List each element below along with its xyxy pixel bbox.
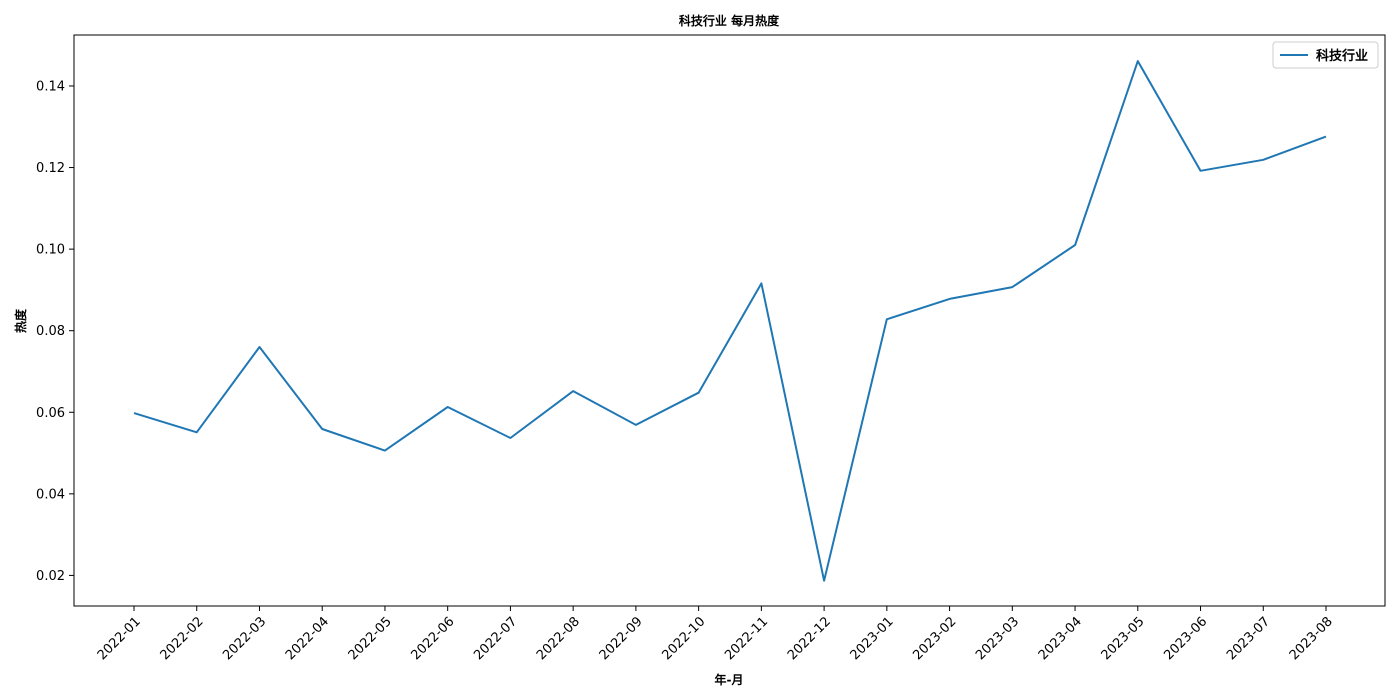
x-tick-label: 2023-05	[1099, 614, 1148, 663]
y-tick-label: 0.08	[36, 324, 65, 339]
y-axis-ticks: 0.02 0.04 0.06 0.08 0.10 0.12 0.14	[36, 79, 74, 584]
x-tick-label: 2023-04	[1036, 614, 1085, 663]
legend: 科技行业	[1272, 41, 1379, 69]
x-tick-label: 2022-01	[95, 614, 144, 663]
x-tick-label: 2023-07	[1224, 614, 1273, 663]
y-tick-label: 0.12	[36, 161, 65, 176]
series-line-0	[133, 60, 1327, 582]
plot-frame	[73, 34, 1386, 607]
x-tick-label: 2023-03	[973, 614, 1022, 663]
x-axis-label: 年-月	[715, 672, 744, 687]
x-tick-label: 2022-11	[722, 614, 771, 663]
x-tick-label: 2022-02	[158, 614, 207, 663]
y-axis-label: 热度	[13, 308, 28, 333]
y-tick-label: 0.06	[36, 406, 65, 421]
x-tick-label: 2022-05	[346, 614, 395, 663]
legend-label: 科技行业	[1316, 48, 1368, 64]
x-tick-label: 2023-08	[1287, 614, 1336, 663]
chart-title: 科技行业 每月热度	[679, 13, 780, 28]
series-layer	[133, 60, 1327, 582]
y-tick-label: 0.14	[36, 79, 65, 94]
x-tick-label: 2023-02	[910, 614, 959, 663]
x-tick-label: 2022-06	[408, 614, 457, 663]
x-tick-label: 2022-09	[597, 614, 646, 663]
x-tick-label: 2022-03	[220, 614, 269, 663]
legend-box	[1272, 41, 1379, 69]
x-axis-ticks: 2022-01 2022-02 2022-03 2022-04 2022-05 2022-…	[95, 606, 1336, 663]
y-tick-label: 0.10	[36, 243, 65, 258]
x-tick-label: 2022-08	[534, 614, 583, 663]
x-tick-label: 2022-07	[471, 614, 520, 663]
y-tick-label: 0.02	[36, 569, 65, 584]
x-tick-label: 2022-04	[283, 614, 332, 663]
x-tick-label: 2023-06	[1161, 614, 1210, 663]
x-tick-label: 2022-10	[659, 614, 708, 663]
x-tick-label: 2023-01	[848, 614, 897, 663]
x-tick-label: 2022-12	[785, 614, 834, 663]
y-tick-label: 0.04	[36, 487, 65, 502]
